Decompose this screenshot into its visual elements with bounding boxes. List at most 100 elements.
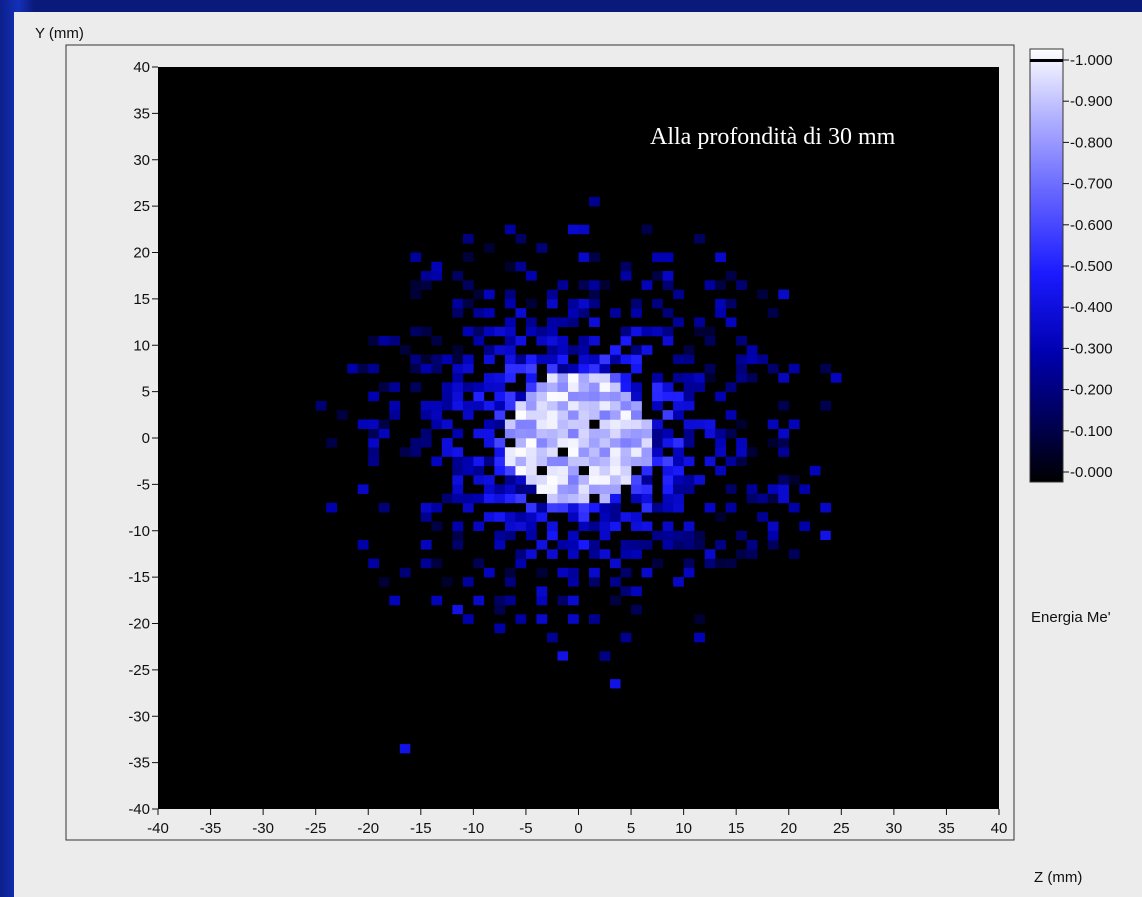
depth-annotation: Alla profondità di 30 mm [650, 124, 896, 150]
y-tick-label: 20 [133, 245, 150, 262]
heatmap-cell [725, 317, 737, 327]
heatmap-cell [504, 363, 516, 374]
heatmap-cell [610, 484, 621, 494]
heatmap-cell [599, 419, 611, 430]
heatmap-cell [683, 521, 695, 532]
heatmap-cell [683, 540, 695, 550]
heatmap-cell [736, 363, 747, 374]
y-tick-label: -40 [128, 801, 150, 818]
heatmap-cell [462, 493, 474, 504]
heatmap-cell [736, 419, 747, 430]
heatmap-cell [546, 363, 558, 374]
heatmap-cell [546, 326, 558, 337]
heatmap-cell [610, 400, 621, 411]
heatmap-cell [567, 484, 579, 494]
heatmap-cell [578, 428, 590, 439]
heatmap-cell [567, 549, 579, 559]
heatmap-cell [599, 447, 611, 457]
heatmap-cell [483, 400, 495, 411]
heatmap-cell [589, 465, 600, 476]
colorbar-marker [1030, 59, 1063, 62]
heatmap-cell [589, 317, 600, 327]
heatmap-cell [515, 354, 527, 365]
heatmap-cell [410, 289, 422, 300]
heatmap-cell [399, 447, 411, 457]
heatmap-cell [736, 280, 747, 290]
heatmap-cell [515, 438, 527, 448]
heatmap-cell [620, 382, 632, 392]
heatmap-cell [420, 438, 432, 448]
heatmap-cell [368, 438, 380, 448]
heatmap-cell [662, 465, 674, 476]
heatmap-cell [368, 419, 380, 430]
heatmap-cell [410, 326, 422, 337]
heatmap-cell [441, 354, 453, 365]
heatmap-cell [473, 465, 485, 476]
heatmap-cell [610, 577, 621, 587]
heatmap-cell [599, 428, 611, 439]
heatmap-cell [515, 428, 527, 439]
heatmap-cell [452, 530, 464, 541]
heatmap-cell [610, 447, 621, 457]
heatmap-cell [599, 373, 611, 383]
heatmap-cell [525, 475, 537, 485]
heatmap-cell [652, 252, 663, 263]
heatmap-cell [494, 382, 506, 392]
heatmap-cell [631, 326, 642, 337]
heatmap-cell [431, 419, 443, 430]
heatmap-cell [326, 502, 338, 513]
heatmap-cell [483, 512, 495, 522]
heatmap-cell [462, 465, 474, 476]
heatmap-cell [536, 438, 548, 448]
heatmap-cell [683, 484, 695, 494]
heatmap-cell [473, 428, 485, 439]
heatmap-cell [694, 419, 705, 430]
heatmap-cell [683, 475, 695, 485]
heatmap-cell [589, 447, 600, 457]
heatmap-cell [368, 335, 380, 346]
heatmap-cell [557, 595, 569, 606]
heatmap-cell [631, 540, 642, 550]
heatmap-cell [820, 363, 832, 374]
heatmap-cell [662, 391, 674, 402]
heatmap-cell [631, 604, 642, 615]
heatmap-cell [420, 558, 432, 569]
heatmap-cell [746, 493, 758, 504]
heatmap-cell [704, 549, 716, 559]
y-axis-title: Y (mm) [35, 25, 84, 42]
colorbar-tick-label: -0.500 [1070, 258, 1113, 275]
heatmap-cell [589, 400, 600, 411]
y-axis: 40 35 30 25 20 15 10 5 0 -5 -10 -15 -20 -25 -30 -35 -40 [128, 59, 158, 818]
heatmap-cell [420, 354, 432, 365]
x-tick-label: 30 [886, 820, 903, 837]
heatmap-cell [494, 391, 506, 402]
heatmap-cell [536, 428, 548, 439]
heatmap-cell [589, 373, 600, 383]
x-tick-label: -35 [200, 820, 222, 837]
heatmap-cell [567, 298, 579, 309]
heatmap-cell [525, 317, 537, 327]
heatmap-cell [378, 577, 390, 587]
heatmap-cell [652, 530, 663, 541]
heatmap-cell [778, 447, 790, 457]
heatmap-cell [504, 530, 516, 541]
heatmap-cell [452, 475, 464, 485]
heatmap-cell [652, 298, 663, 309]
heatmap-cell [599, 391, 611, 402]
heatmap-cell [683, 456, 695, 467]
heatmap-cell [620, 410, 632, 420]
heatmap-cell [641, 521, 653, 532]
heatmap-cell [515, 447, 527, 457]
heatmap-cell [462, 298, 474, 309]
heatmap-cell [809, 465, 821, 476]
heatmap-cell [452, 447, 464, 457]
heatmap-cell [557, 345, 569, 355]
heatmap-cell [546, 530, 558, 541]
heatmap-cell [641, 345, 653, 355]
heatmap-cell [662, 456, 674, 467]
heatmap-cell [620, 271, 632, 281]
heatmap-cell [525, 382, 537, 392]
heatmap-cell [515, 410, 527, 420]
heatmap-cell [420, 363, 432, 374]
heatmap-cell [557, 410, 569, 420]
